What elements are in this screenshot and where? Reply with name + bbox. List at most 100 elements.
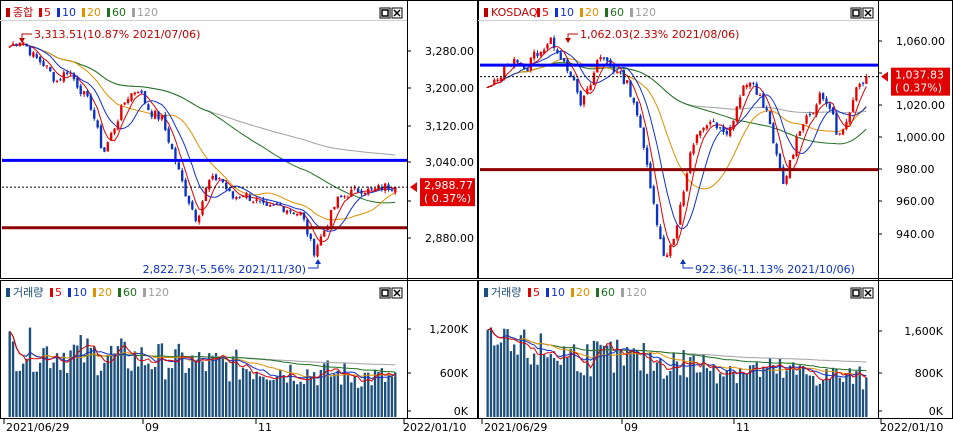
price-legend-title: 종합 <box>13 6 33 19</box>
close-button-volume[interactable] <box>391 287 403 299</box>
volume-bar <box>778 359 782 417</box>
candle <box>818 91 821 105</box>
volume-bar <box>69 350 72 417</box>
close-button[interactable] <box>391 7 403 19</box>
volume-bar <box>738 367 742 417</box>
price-tick-label: 3,200.00 <box>425 82 474 95</box>
volume-bar <box>380 368 383 417</box>
volume-bar <box>248 371 252 417</box>
candle <box>62 69 65 84</box>
volume-bar <box>559 364 562 417</box>
candle <box>333 206 336 211</box>
date-label: 09 <box>145 421 159 434</box>
volume-bar <box>353 376 356 417</box>
volume-bar <box>748 365 752 417</box>
candle <box>252 200 255 204</box>
candle <box>513 56 516 69</box>
candle <box>742 84 745 97</box>
volume-bar <box>285 382 289 417</box>
ma10-line <box>487 50 867 230</box>
candle <box>489 85 493 88</box>
volume-bar <box>268 380 272 417</box>
close-button[interactable] <box>862 7 874 19</box>
volume-bar <box>390 376 394 417</box>
candle <box>586 86 589 95</box>
volume-bar <box>546 357 549 417</box>
volume-bar <box>848 368 851 417</box>
candle <box>204 187 208 202</box>
volume-bar <box>828 379 831 417</box>
candle <box>265 200 268 207</box>
candle <box>616 69 619 74</box>
volume-bar <box>123 341 126 417</box>
volume-bar <box>566 357 569 417</box>
candle <box>69 70 72 77</box>
candle <box>309 232 312 241</box>
candle <box>695 134 699 145</box>
candle <box>367 186 370 196</box>
candle <box>725 128 728 137</box>
candle <box>187 195 191 206</box>
volume-bar <box>765 366 768 417</box>
candle <box>712 118 715 123</box>
volume-bar <box>758 376 762 417</box>
volume-bar <box>679 375 682 417</box>
candle <box>18 42 22 47</box>
volume-bar <box>326 360 329 417</box>
candle <box>380 184 383 192</box>
legend-ma10: 10 <box>62 6 76 19</box>
candle <box>576 78 579 95</box>
volume-bar <box>289 364 292 417</box>
volume-bar <box>792 362 795 417</box>
volume-bar <box>49 368 52 417</box>
volume-bar <box>665 375 669 417</box>
volume-bar <box>709 370 712 417</box>
volume-bar <box>66 372 69 417</box>
volume-bar <box>316 385 319 417</box>
candle <box>299 211 302 216</box>
candle <box>340 194 343 198</box>
legend-ma5: 5 <box>533 286 540 299</box>
volume-bar <box>503 328 506 417</box>
candle <box>536 50 539 59</box>
candle <box>699 130 702 139</box>
candle <box>639 114 642 128</box>
maximize-button-volume[interactable] <box>379 287 391 299</box>
volume-bar <box>719 373 722 417</box>
candle <box>556 48 559 54</box>
volume-bar <box>835 368 838 417</box>
volume-bar <box>662 378 665 417</box>
close-button-volume[interactable] <box>862 287 874 299</box>
price-tick-label: 980.00 <box>896 163 935 176</box>
maximize-button[interactable] <box>379 7 391 19</box>
candle <box>170 143 174 150</box>
volume-bar <box>732 372 735 417</box>
maximize-button[interactable] <box>850 7 862 19</box>
volume-ma10-line <box>487 328 867 378</box>
volume-bar <box>340 384 343 417</box>
candle <box>562 57 566 63</box>
legend-ma5: 5 <box>542 6 549 19</box>
candle <box>612 65 616 75</box>
candle <box>825 96 828 107</box>
candle <box>692 143 695 156</box>
volume-bar <box>572 344 576 417</box>
maximize-button-volume[interactable] <box>850 287 862 299</box>
volume-bar <box>42 348 45 417</box>
volume-bar <box>705 368 709 417</box>
volume-tick-label: 0K <box>929 405 944 418</box>
volume-bar <box>752 364 755 417</box>
price-tick-label: 3,280.00 <box>425 45 474 58</box>
volume-bar <box>133 351 137 417</box>
candle <box>390 187 394 192</box>
candle <box>197 214 201 225</box>
candle <box>765 105 768 113</box>
volume-bar <box>526 357 529 417</box>
volume-bar <box>728 366 732 417</box>
candle <box>649 161 652 189</box>
volume-bar <box>798 365 802 417</box>
volume-bar <box>516 354 519 417</box>
volume-bar <box>177 343 181 417</box>
volume-bar <box>113 353 116 417</box>
